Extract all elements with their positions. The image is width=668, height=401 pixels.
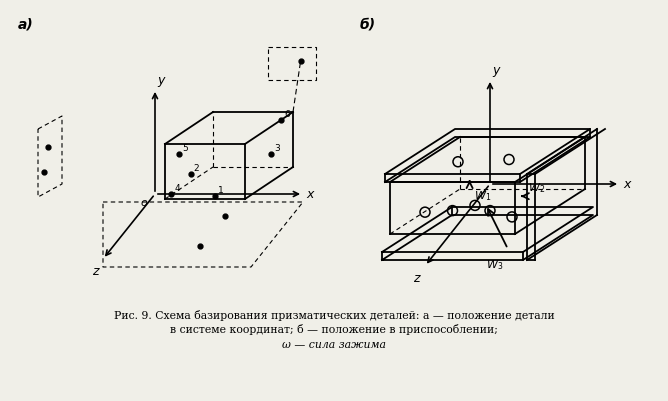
- Text: z: z: [92, 264, 99, 277]
- Text: x: x: [623, 178, 631, 191]
- Text: в системе координат; б — положение в приспособлении;: в системе координат; б — положение в при…: [170, 323, 498, 334]
- Text: y: y: [492, 64, 500, 77]
- Text: 4: 4: [174, 184, 180, 192]
- Text: $W_2$: $W_2$: [528, 181, 545, 195]
- Text: 3: 3: [275, 144, 280, 152]
- Text: z: z: [413, 271, 420, 284]
- Text: 2: 2: [194, 164, 199, 173]
- Text: y: y: [157, 74, 164, 87]
- Text: б): б): [360, 18, 376, 32]
- Text: 5: 5: [182, 144, 188, 152]
- Text: ω — сила зажима: ω — сила зажима: [282, 339, 386, 349]
- Text: а): а): [18, 18, 34, 32]
- Text: 6: 6: [284, 110, 290, 119]
- Text: x: x: [306, 188, 313, 201]
- Text: o: o: [140, 198, 147, 207]
- Text: $W_3$: $W_3$: [486, 257, 503, 271]
- Text: Рис. 9. Схема базирования призматических деталей: а — положение детали: Рис. 9. Схема базирования призматических…: [114, 309, 554, 320]
- Text: 1: 1: [218, 186, 223, 194]
- Text: $W_1$: $W_1$: [474, 188, 491, 202]
